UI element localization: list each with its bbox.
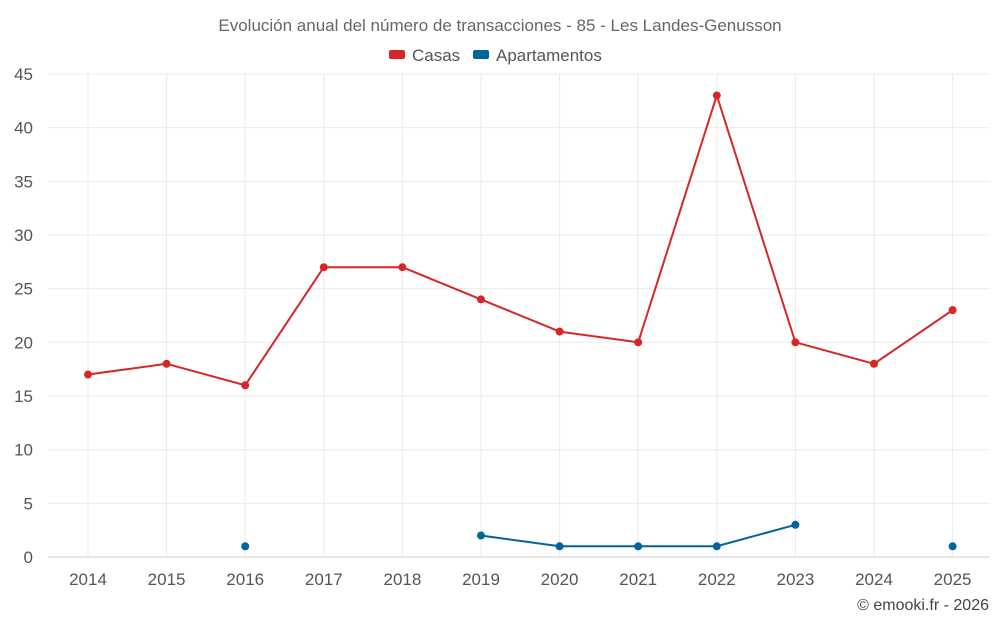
data-point-apartamentos[interactable] [948, 542, 957, 551]
legend-swatch-casas [389, 50, 405, 59]
legend-item-casas[interactable]: Casas [389, 46, 460, 65]
y-axis-ticks: 0 5 10 15 20 25 30 35 40 45 [14, 65, 33, 567]
data-point-apartamentos[interactable] [555, 542, 564, 551]
data-point-casas[interactable] [870, 359, 878, 368]
data-point-casas[interactable] [634, 338, 643, 347]
data-point-casas[interactable] [162, 359, 171, 368]
data-point-apartamentos[interactable] [241, 542, 250, 551]
y-tick-label: 20 [14, 333, 33, 352]
x-tick-label: 2023 [776, 570, 814, 589]
data-point-casas[interactable] [241, 381, 250, 390]
data-point-casas[interactable] [319, 263, 328, 272]
y-tick-label: 10 [14, 441, 33, 460]
data-point-casas[interactable] [712, 91, 721, 100]
data-point-casas[interactable] [84, 370, 92, 379]
x-axis-ticks: 2014 2015 2016 2017 2018 2019 2020 2021 2022 2023… [69, 570, 971, 589]
x-tick-label: 2014 [69, 570, 107, 589]
y-tick-label: 30 [14, 226, 33, 245]
credit-text: © emooki.fr - 2026 [857, 597, 989, 614]
legend-label-apartamentos: Apartamentos [496, 46, 602, 65]
x-tick-label: 2015 [148, 570, 186, 589]
data-point-apartamentos[interactable] [477, 531, 485, 540]
gridlines [48, 73, 990, 558]
x-tick-label: 2018 [383, 570, 421, 589]
data-point-apartamentos[interactable] [712, 542, 721, 551]
y-tick-label: 40 [14, 119, 33, 138]
x-tick-label: 2017 [305, 570, 343, 589]
y-tick-label: 5 [24, 494, 33, 513]
series-line-casas [87, 94, 954, 387]
x-tick-label: 2020 [541, 570, 579, 589]
x-tick-label: 2021 [619, 570, 657, 589]
data-point-apartamentos[interactable] [791, 520, 800, 529]
legend-swatch-apartamentos [473, 50, 489, 59]
x-tick-label: 2016 [226, 570, 264, 589]
data-point-apartamentos[interactable] [634, 542, 643, 551]
legend-item-apartamentos[interactable]: Apartamentos [473, 46, 602, 65]
y-tick-label: 25 [14, 280, 33, 299]
y-tick-label: 35 [14, 172, 33, 191]
y-tick-label: 15 [14, 387, 33, 406]
x-tick-label: 2019 [462, 570, 500, 589]
x-tick-label: 2025 [934, 570, 972, 589]
data-point-casas[interactable] [398, 263, 407, 272]
data-point-casas[interactable] [948, 306, 957, 315]
y-tick-label: 0 [24, 548, 33, 567]
x-tick-label: 2022 [698, 570, 736, 589]
series-casas [84, 91, 957, 390]
data-point-casas[interactable] [791, 338, 800, 347]
data-point-casas[interactable] [477, 295, 485, 304]
data-point-casas[interactable] [555, 327, 564, 336]
series-layer [84, 91, 957, 551]
series-apartamentos [241, 520, 957, 551]
y-tick-label: 45 [14, 65, 33, 84]
chart-title: Evolución anual del número de transaccio… [218, 16, 781, 35]
legend-label-casas: Casas [412, 46, 460, 65]
legend: Casas Apartamentos [389, 46, 602, 65]
x-tick-label: 2024 [855, 570, 893, 589]
